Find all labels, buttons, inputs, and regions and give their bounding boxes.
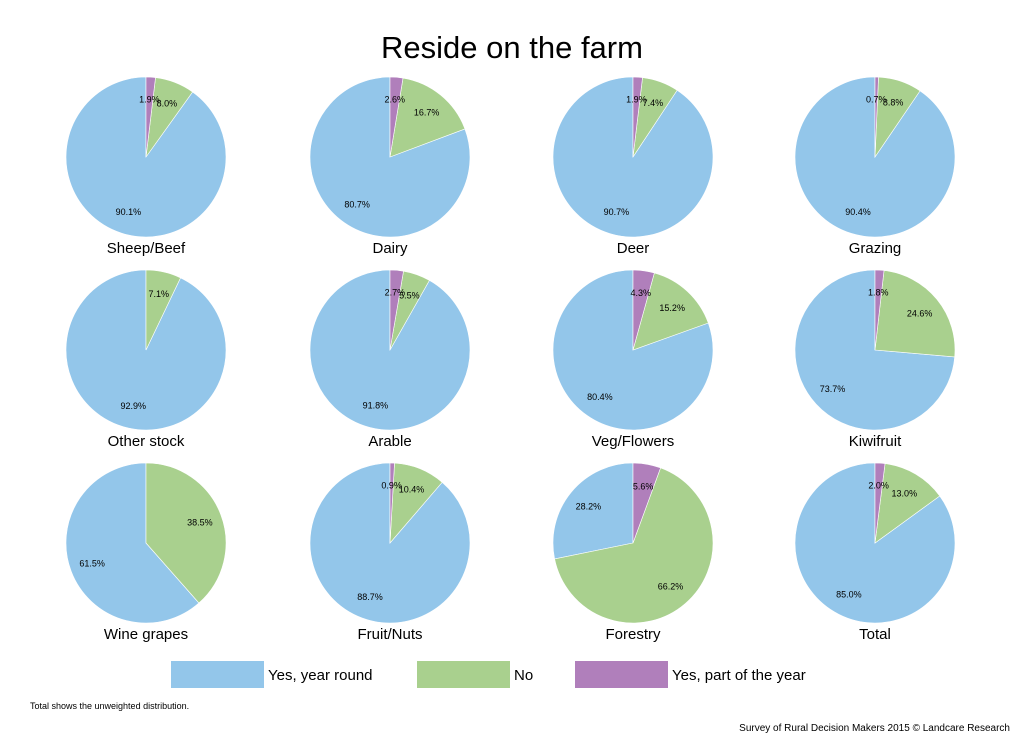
pie-slice-no: [874, 463, 941, 544]
slice-data-label: 5.6%: [633, 481, 654, 491]
pie-name-label: Arable: [368, 433, 411, 450]
slice-data-label: 2.6%: [384, 95, 405, 105]
pie-name-label: Forestry: [605, 626, 661, 643]
source-credit: Survey of Rural Decision Makers 2015 © L…: [739, 723, 1010, 734]
slice-data-label: 2.0%: [868, 481, 889, 491]
slice-data-label: 90.7%: [604, 207, 630, 217]
chart-title: Reside on the farm: [381, 30, 643, 65]
legend-swatch: [417, 661, 510, 688]
pie-slice-no: [554, 467, 714, 624]
slice-data-label: 15.2%: [659, 303, 685, 313]
pie-slice-no: [145, 269, 181, 351]
pie-slice-yes-part-of-the-year: [145, 76, 156, 158]
pie-fruit-nuts: 88.7% 10.4%0.9% Fruit/Nuts: [309, 462, 471, 643]
legend-label: No: [514, 667, 533, 684]
pie-name-label: Dairy: [372, 240, 408, 257]
pie-name-label: Other stock: [108, 433, 185, 450]
pie-slice-yes-part-of-the-year: [632, 269, 655, 351]
slice-data-label: 90.4%: [845, 207, 871, 217]
slice-data-label: 38.5%: [187, 518, 213, 528]
slice-data-label: 80.7%: [344, 199, 370, 209]
legend-swatch: [171, 661, 264, 688]
pie-grazing: 90.4% 8.8%0.7% Grazing: [794, 76, 956, 257]
slice-data-label: 8.8%: [883, 97, 904, 107]
slice-data-label: 2.7%: [385, 288, 406, 298]
pie-slice-yes-part-of-the-year: [389, 269, 404, 351]
slice-data-label: 88.7%: [357, 592, 383, 602]
slice-data-label: 7.1%: [148, 289, 169, 299]
pie-dairy: 80.7% 16.7% 2.6% Dairy: [309, 76, 471, 257]
slice-data-label: 85.0%: [836, 589, 862, 599]
pie-deer: 90.7% 7.4%1.9% Deer: [552, 76, 714, 257]
pie-slice-yes-part-of-the-year: [389, 462, 395, 544]
slice-data-label: 66.2%: [658, 582, 684, 592]
slice-data-label: 28.2%: [576, 502, 602, 512]
pies-group: 90.1%8.0%1.9%Sheep/Beef80.7%16.7%2.6%Dai…: [65, 76, 956, 643]
slice-data-label: 92.9%: [120, 401, 146, 411]
pie-slice-yes-part-of-the-year: [874, 76, 879, 158]
slice-data-label: 80.4%: [587, 392, 613, 402]
pie-name-label: Sheep/Beef: [107, 240, 186, 257]
pie-slice-no: [389, 77, 466, 158]
legend-label: Yes, part of the year: [672, 667, 806, 684]
pie-total: 85.0% 13.0%2.0% Total: [794, 462, 956, 643]
pie-sheep-beef: 90.1% 8.0%1.9% Sheep/Beef: [65, 76, 227, 257]
pie-forestry: 28.2% 66.2% 5.6% Forestry: [552, 462, 714, 643]
pie-other-stock: 92.9% 7.1% Other stock: [65, 269, 227, 450]
pie-name-label: Deer: [617, 240, 650, 257]
pie-wine-grapes: 61.5% 38.5% Wine grapes: [65, 462, 227, 643]
pie-slice-no: [874, 270, 956, 358]
legend: Yes, year round No Yes, part of the year: [171, 661, 806, 688]
slice-data-label: 7.4%: [643, 98, 664, 108]
pie-name-label: Veg/Flowers: [592, 433, 675, 450]
pie-slice-yes-part-of-the-year: [389, 76, 404, 158]
pie-slice-yes-part-of-the-year: [632, 76, 643, 158]
pie-name-label: Grazing: [849, 240, 902, 257]
slice-data-label: 5.5%: [399, 291, 420, 301]
slice-data-label: 8.0%: [157, 98, 178, 108]
slice-data-label: 1.8%: [868, 287, 889, 297]
slice-data-label: 91.8%: [363, 401, 389, 411]
pie-kiwifruit: 73.7% 24.6% 1.8% Kiwifruit: [794, 269, 956, 450]
pie-slice-yes-year-round: [552, 462, 634, 560]
legend-item-yes-part-of-the-year: Yes, part of the year: [575, 661, 806, 688]
legend-item-no: No: [417, 661, 533, 688]
slice-data-label: 4.3%: [631, 288, 652, 298]
pie-slice-yes-year-round: [65, 462, 200, 624]
pie-slice-yes-part-of-the-year: [874, 462, 886, 544]
slice-data-label: 1.9%: [139, 95, 160, 105]
pie-name-label: Kiwifruit: [849, 433, 902, 450]
slice-data-label: 73.7%: [820, 384, 846, 394]
slice-data-label: 24.6%: [907, 309, 933, 319]
legend-item-yes-year-round: Yes, year round: [171, 661, 373, 688]
slice-data-label: 16.7%: [414, 108, 440, 118]
slice-data-label: 13.0%: [892, 488, 918, 498]
legend-label: Yes, year round: [268, 667, 373, 684]
pie-name-label: Fruit/Nuts: [357, 626, 422, 643]
slice-data-label: 0.9%: [381, 480, 402, 490]
pie-name-label: Total: [859, 626, 891, 643]
pie-name-label: Wine grapes: [104, 626, 188, 643]
slice-data-label: 61.5%: [79, 558, 105, 568]
slice-data-label: 90.1%: [116, 207, 142, 217]
pie-slice-yes-part-of-the-year: [632, 462, 661, 544]
pie-slice-no: [145, 462, 227, 604]
pie-slice-yes-part-of-the-year: [874, 269, 885, 351]
pie-veg-flowers: 80.4% 15.2% 4.3% Veg/Flowers: [552, 269, 714, 450]
legend-swatch: [575, 661, 668, 688]
slice-data-label: 0.7%: [866, 94, 887, 104]
slice-data-label: 1.9%: [626, 95, 647, 105]
footnote: Total shows the unweighted distribution.: [30, 701, 190, 711]
slice-data-label: 10.4%: [399, 485, 425, 495]
pie-arable: 91.8% 5.5%2.7% Arable: [309, 269, 471, 450]
pie-slice-no: [632, 272, 709, 351]
